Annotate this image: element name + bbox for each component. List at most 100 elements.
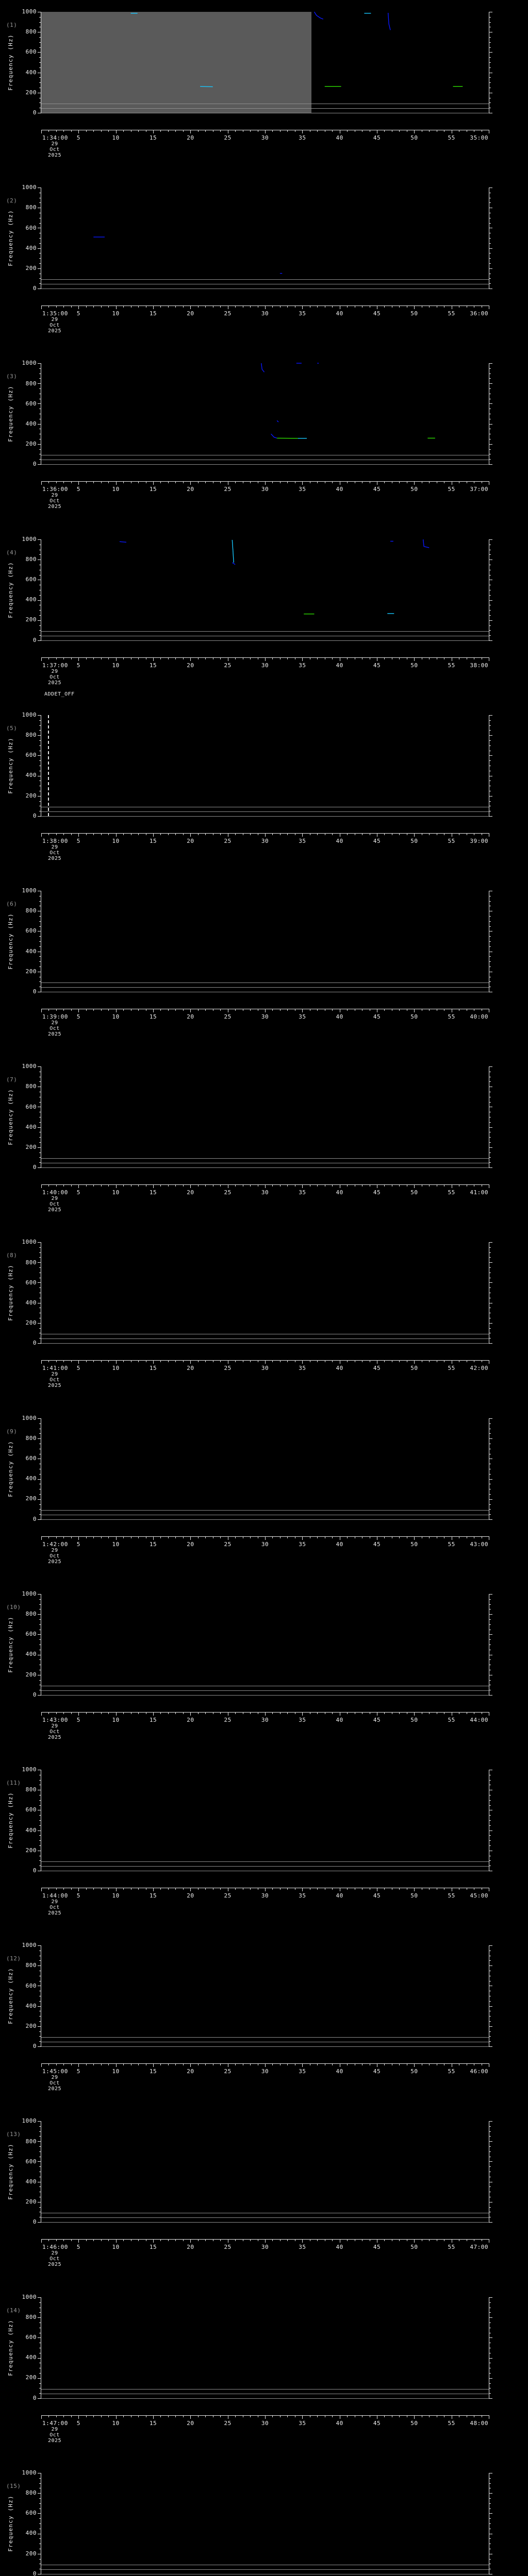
y-axis-tick-label: 200 — [25, 2022, 37, 2029]
x-axis-minor-tick — [123, 1009, 124, 1011]
y-axis-minor-tick — [489, 1860, 491, 1861]
y-axis-minor-tick — [39, 2312, 41, 2313]
x-axis-minor-tick — [168, 657, 169, 659]
x-axis-tick-label: 5 — [76, 1716, 80, 1723]
y-axis-minor-tick — [39, 278, 41, 279]
x-axis-minor-tick — [138, 306, 139, 308]
y-axis-minor-tick — [39, 243, 41, 244]
x-axis-minor-tick — [384, 1360, 385, 1363]
panel-index-label: (13) — [6, 2131, 21, 2138]
x-axis-minor-tick — [317, 306, 318, 308]
y-axis-minor-tick — [489, 283, 491, 284]
y-axis-major-tick — [489, 1147, 492, 1148]
y-axis-tick-label: 1000 — [22, 1063, 37, 1070]
plot-area — [38, 1242, 492, 1344]
x-axis-major-tick — [265, 2063, 266, 2067]
y-axis-minor-tick — [489, 2558, 491, 2560]
y-axis-major-tick — [38, 1343, 41, 1344]
x-axis-minor-tick — [183, 833, 184, 835]
x-axis-minor-tick — [250, 481, 251, 484]
x-axis-tick-label: 55 — [448, 662, 455, 669]
x-axis-minor-tick — [197, 2063, 199, 2066]
y-axis-major-tick — [38, 1127, 41, 1128]
y-axis-minor-tick — [489, 67, 491, 68]
x-axis-minor-tick — [272, 1009, 273, 1011]
x-axis-minor-tick — [429, 1536, 430, 1538]
x-axis-minor-tick — [63, 2415, 64, 2417]
x-axis-start-label: 1:42:00 — [42, 1540, 68, 1548]
x-axis-minor-tick — [108, 1536, 109, 1538]
x-axis-minor-tick — [63, 1009, 64, 1011]
x-axis-minor-tick — [183, 1360, 184, 1363]
x-axis-minor-tick — [272, 306, 273, 308]
x-axis-minor-tick — [160, 1536, 161, 1538]
x-axis-tick-label: 20 — [187, 662, 194, 669]
x-axis-end-label: 37:00 — [470, 486, 488, 493]
y-axis-minor-tick — [39, 1102, 41, 1103]
date-line: Oct — [50, 2256, 60, 2262]
y-axis-major-tick — [38, 383, 41, 384]
x-axis-minor-tick — [175, 1711, 176, 1714]
y-axis-tick-label: 0 — [32, 1340, 37, 1347]
y-axis-minor-tick — [39, 1840, 41, 1841]
y-axis-minor-tick — [39, 1820, 41, 1821]
y-axis-major-tick — [489, 403, 492, 404]
y-axis-major-tick — [489, 1262, 492, 1263]
y-axis-minor-tick — [489, 801, 491, 802]
x-axis-major-tick — [78, 1536, 79, 1540]
y-axis-major-tick — [489, 2493, 492, 2494]
y-axis-major-tick — [489, 1499, 492, 1500]
y-axis-major-tick — [489, 2121, 492, 2122]
y-axis-major-tick — [38, 2513, 41, 2514]
plot-area — [38, 2297, 492, 2399]
x-axis-minor-tick — [168, 1184, 169, 1187]
y-axis-tick-label: 1000 — [22, 1239, 37, 1246]
x-axis-minor-tick — [108, 306, 109, 308]
x-axis-minor-tick — [205, 1184, 206, 1187]
x-axis-major-tick — [414, 2063, 415, 2067]
x-axis-minor-tick — [220, 1184, 221, 1187]
x-axis-major-tick — [153, 1184, 154, 1189]
x-axis-minor-tick — [101, 1360, 102, 1363]
y-axis-minor-tick — [489, 725, 491, 726]
y-axis-major-tick — [38, 1499, 41, 1500]
x-axis-major-tick — [116, 130, 117, 133]
y-axis-minor-tick — [489, 17, 491, 18]
plot-area — [38, 11, 492, 113]
x-axis-major-tick — [116, 2415, 117, 2419]
x-axis-major-tick — [153, 2415, 154, 2419]
x-axis-tick-label: 25 — [224, 662, 232, 669]
x-axis-major-tick — [265, 1360, 266, 1364]
spectrogram-panel: (5) Frequency (Hz) 0 200 400 600 800 1000 1:38:0… — [0, 703, 528, 879]
x-axis-minor-tick — [56, 1009, 57, 1011]
x-axis-minor-tick — [287, 1888, 288, 1890]
x-axis-tick-label: 35 — [299, 662, 306, 669]
x-axis-minor-tick — [71, 1009, 72, 1011]
x-axis-tick-label: 10 — [112, 1189, 120, 1196]
x-axis-major-tick — [116, 1536, 117, 1540]
y-axis-major-tick — [489, 2513, 492, 2514]
detection-trace — [233, 550, 234, 563]
x-axis-minor-tick — [160, 130, 161, 132]
x-axis-date-label: 29 Oct 2025 — [43, 669, 66, 686]
date-line: 29 — [51, 1020, 58, 1026]
x-axis-tick-label: 25 — [224, 1013, 232, 1020]
x-axis-minor-tick — [71, 1360, 72, 1363]
y-axis-tick-label: 600 — [25, 752, 37, 759]
x-axis-tick-label: 25 — [224, 486, 232, 493]
y-axis-minor-tick — [39, 1680, 41, 1681]
y-axis-minor-tick — [39, 258, 41, 259]
x-axis-major-tick — [302, 1009, 303, 1012]
x-axis-tick-label: 40 — [336, 310, 343, 317]
x-axis-minor-tick — [56, 1536, 57, 1538]
y-axis-tick-label: 0 — [32, 636, 37, 643]
x-axis-minor-tick — [205, 657, 206, 659]
x-axis-minor-tick — [71, 657, 72, 659]
reference-line — [41, 987, 489, 988]
y-axis-minor-tick — [39, 2483, 41, 2484]
detection-traces — [119, 539, 430, 614]
y-axis-major-tick — [38, 2337, 41, 2338]
y-axis-minor-tick — [39, 57, 41, 58]
x-axis-tick-label: 25 — [224, 1189, 232, 1196]
x-axis-minor-tick — [429, 2063, 430, 2066]
